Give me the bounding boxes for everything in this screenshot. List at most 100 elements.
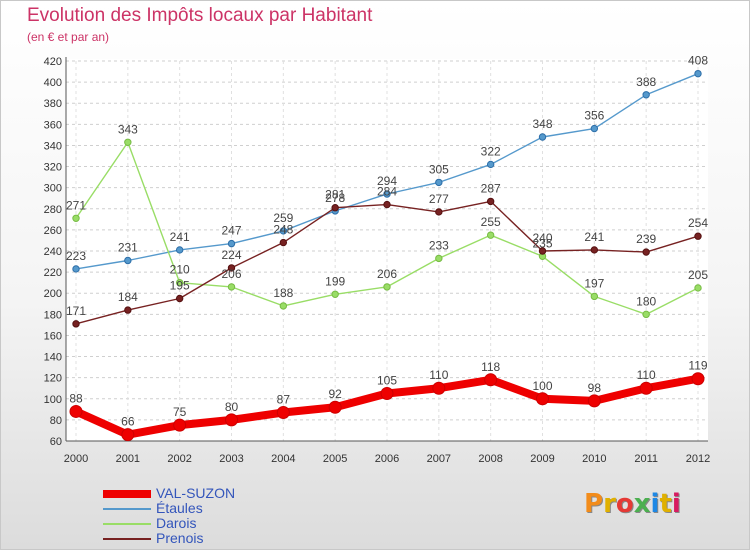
data-point (536, 392, 549, 406)
data-label: 92 (328, 387, 342, 401)
data-point (484, 373, 498, 387)
data-point (486, 197, 495, 206)
data-label: 87 (277, 393, 291, 407)
data-label: 356 (584, 109, 604, 123)
data-point (383, 283, 391, 291)
chart-legend: VAL-SUZON Étaules Darois Prenois (101, 485, 321, 547)
data-label: 284 (377, 185, 397, 199)
data-label: 239 (636, 232, 656, 246)
x-tick-label: 2003 (219, 453, 243, 465)
data-point (175, 278, 184, 287)
data-point (642, 91, 650, 99)
data-label: 343 (118, 122, 138, 136)
data-label: 110 (429, 368, 448, 382)
legend-label: Prenois (156, 530, 204, 546)
data-point (435, 254, 443, 263)
data-label: 255 (481, 215, 501, 229)
x-tick-label: 2012 (686, 453, 710, 465)
legend-swatch (103, 523, 151, 525)
logo-letter: x (633, 489, 651, 519)
data-point (590, 292, 599, 301)
legend-item: Darois (101, 515, 321, 532)
data-label: 271 (66, 198, 86, 212)
data-point (538, 133, 547, 141)
logo-letter: t (659, 489, 672, 519)
data-label: 408 (688, 54, 708, 68)
data-label: 241 (584, 230, 604, 244)
data-point (331, 204, 339, 212)
data-label: 180 (636, 294, 656, 308)
data-point (383, 200, 391, 209)
legend-item: Étaules (101, 500, 321, 517)
data-point (72, 214, 80, 222)
x-tick-label: 2006 (375, 453, 399, 465)
data-point (328, 400, 342, 414)
x-tick-label: 2010 (582, 453, 606, 465)
data-point (173, 418, 187, 432)
y-tick-label: 140 (44, 352, 62, 364)
data-point (225, 413, 238, 427)
data-point (227, 239, 236, 248)
y-tick-label: 120 (44, 373, 62, 385)
data-point (590, 246, 599, 254)
data-label: 66 (121, 415, 135, 429)
x-tick-label: 2009 (530, 453, 554, 465)
legend-swatch (103, 490, 151, 498)
data-label: 259 (273, 211, 293, 225)
data-label: 322 (481, 144, 501, 158)
proxiti-logo: Proxiti (584, 489, 681, 519)
legend-label: VAL-SUZON (156, 485, 236, 501)
logo-letter: P (584, 489, 604, 519)
y-tick-label: 260 (44, 225, 62, 237)
y-tick-label: 220 (44, 267, 62, 279)
data-point (279, 238, 288, 247)
y-tick-label: 340 (44, 140, 62, 152)
y-tick-label: 100 (44, 394, 62, 406)
data-label: 294 (377, 174, 397, 188)
data-point (331, 290, 339, 298)
data-point (124, 306, 132, 314)
data-point (642, 248, 650, 256)
y-tick-label: 320 (44, 162, 62, 174)
data-point (486, 160, 495, 169)
data-point (72, 265, 80, 273)
data-label: 223 (66, 249, 86, 263)
x-tick-label: 2004 (271, 453, 295, 465)
y-tick-label: 80 (50, 415, 62, 427)
x-tick-label: 2011 (634, 453, 658, 465)
data-point (121, 428, 135, 442)
data-point (227, 264, 236, 272)
data-label: 224 (221, 248, 241, 262)
logo-letter: r (603, 489, 616, 519)
data-point (175, 246, 184, 254)
data-point (432, 381, 446, 395)
data-point (279, 227, 288, 235)
data-label: 80 (225, 400, 239, 414)
data-label: 197 (584, 276, 604, 290)
y-tick-label: 240 (44, 246, 62, 258)
data-point (694, 284, 702, 292)
data-point (587, 394, 601, 408)
data-label: 105 (377, 374, 397, 388)
data-label: 110 (637, 368, 656, 382)
legend-swatch (103, 508, 151, 510)
data-label: 348 (532, 117, 552, 131)
data-point (694, 69, 702, 78)
data-label: 171 (66, 304, 86, 318)
data-label: 100 (532, 379, 552, 393)
data-label: 235 (532, 236, 552, 250)
legend-swatch (103, 538, 151, 540)
legend-item: VAL-SUZON (101, 485, 321, 502)
data-label: 277 (429, 192, 449, 206)
data-label: 278 (325, 191, 345, 205)
data-point (279, 302, 288, 310)
data-label: 248 (273, 223, 293, 237)
data-point (639, 381, 653, 395)
data-label: 281 (325, 188, 345, 202)
data-point (383, 190, 391, 198)
logo-letter: o (615, 489, 634, 519)
logo-letter: i (671, 489, 681, 519)
data-label: 254 (688, 216, 708, 230)
